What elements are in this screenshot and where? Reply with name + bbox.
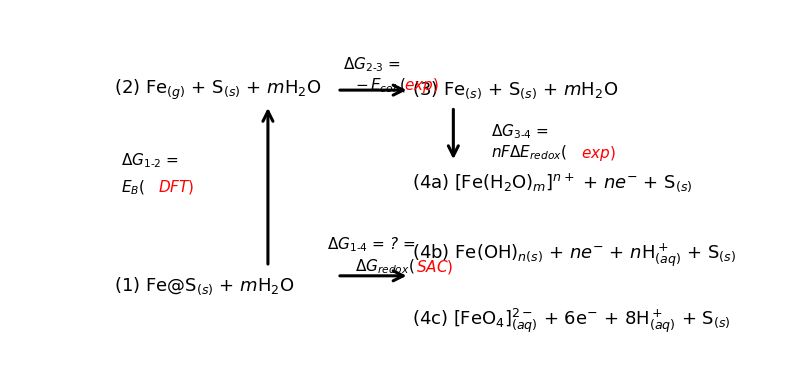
Text: $DFT$$)$: $DFT$$)$ — [158, 179, 195, 196]
Text: $exp$$)$: $exp$$)$ — [404, 76, 439, 95]
Text: (3) Fe$_{(s)}$ + S$_{(s)}$ + $m$H$_2$O: (3) Fe$_{(s)}$ + S$_{(s)}$ + $m$H$_2$O — [413, 79, 619, 101]
Text: $\Delta G_{1\text{-}2}$ =: $\Delta G_{1\text{-}2}$ = — [122, 151, 179, 170]
Text: $\Delta G_{3\text{-}4}$ =: $\Delta G_{3\text{-}4}$ = — [491, 123, 549, 141]
Text: $SAC$$)$: $SAC$$)$ — [416, 258, 453, 276]
Text: $\Delta G_{2\text{-}3}$ =: $\Delta G_{2\text{-}3}$ = — [342, 55, 401, 74]
Text: $exp$$)$: $exp$$)$ — [581, 144, 616, 163]
Text: $nF\Delta E_{redox}($: $nF\Delta E_{redox}($ — [491, 144, 567, 162]
Text: $-\,E_{coh}($: $-\,E_{coh}($ — [355, 76, 406, 95]
Text: (4a) [Fe(H$_2$O)$_m$]$^{n+}$ + $ne$$^{-}$ + S$_{(s)}$: (4a) [Fe(H$_2$O)$_m$]$^{n+}$ + $ne$$^{-}… — [413, 172, 693, 194]
Text: $\Delta G_{redox}($: $\Delta G_{redox}($ — [355, 258, 415, 276]
Text: (4b) Fe(OH)$_{n(s)}$ + $ne$$^{-}$ + $n$H$^+_{(aq)}$ + S$_{(s)}$: (4b) Fe(OH)$_{n(s)}$ + $ne$$^{-}$ + $n$H… — [413, 241, 736, 269]
Text: (4c) [FeO$_4$]$^{2-}_{(aq)}$ + 6e$^{-}$ + 8H$^+_{(aq)}$ + S$_{(s)}$: (4c) [FeO$_4$]$^{2-}_{(aq)}$ + 6e$^{-}$ … — [413, 307, 732, 335]
Text: $E_B($: $E_B($ — [122, 178, 145, 197]
Text: (2) Fe$_{(g)}$ + S$_{(s)}$ + $m$H$_2$O: (2) Fe$_{(g)}$ + S$_{(s)}$ + $m$H$_2$O — [114, 78, 321, 102]
Text: $\Delta G_{1\text{-}4}$ = ? =: $\Delta G_{1\text{-}4}$ = ? = — [328, 235, 416, 254]
Text: (1) Fe@S$_{(s)}$ + $m$H$_2$O: (1) Fe@S$_{(s)}$ + $m$H$_2$O — [114, 275, 294, 297]
